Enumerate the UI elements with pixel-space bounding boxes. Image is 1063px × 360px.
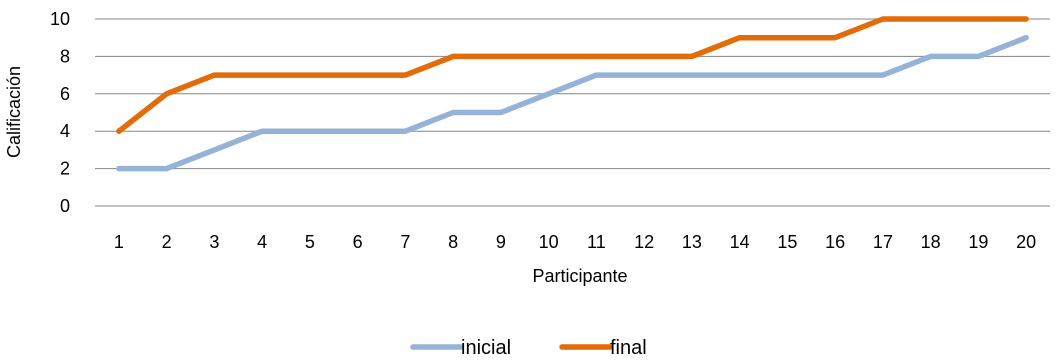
x-tick-label: 14 bbox=[730, 232, 750, 252]
series-line-inicial bbox=[116, 34, 1029, 172]
legend: inicial final bbox=[410, 337, 647, 359]
x-tick-label: 8 bbox=[448, 232, 458, 252]
x-tick-label: 20 bbox=[1016, 232, 1036, 252]
series-line-final bbox=[116, 16, 1029, 134]
x-tick-label: 19 bbox=[968, 232, 988, 252]
gridlines bbox=[95, 18, 1050, 207]
x-tick-label: 10 bbox=[539, 232, 559, 252]
y-axis-ticks: 0 2 4 6 8 10 bbox=[50, 9, 70, 216]
y-tick-label: 8 bbox=[60, 46, 70, 66]
x-tick-label: 6 bbox=[353, 232, 363, 252]
y-tick-label: 10 bbox=[50, 9, 70, 29]
x-tick-label: 11 bbox=[587, 232, 606, 252]
y-tick-label: 2 bbox=[60, 159, 70, 179]
x-tick-label: 18 bbox=[921, 232, 941, 252]
x-tick-label: 15 bbox=[777, 232, 797, 252]
x-tick-label: 17 bbox=[873, 232, 893, 252]
x-axis-title: Participante bbox=[532, 266, 627, 286]
x-tick-label: 13 bbox=[682, 232, 702, 252]
x-tick-label: 12 bbox=[634, 232, 654, 252]
x-tick-label: 16 bbox=[825, 232, 845, 252]
y-tick-label: 4 bbox=[60, 121, 70, 141]
x-tick-label: 3 bbox=[209, 232, 219, 252]
series-lines bbox=[116, 16, 1029, 172]
legend-label-final: final bbox=[610, 337, 647, 359]
x-tick-label: 1 bbox=[114, 232, 124, 252]
x-axis-ticks: 1 2 3 4 5 6 7 8 9 10 11 12 13 14 15 16 17 18 19 20 bbox=[114, 232, 1036, 252]
y-tick-label: 6 bbox=[60, 84, 70, 104]
y-axis-title: Calificación bbox=[4, 66, 24, 158]
x-tick-label: 7 bbox=[400, 232, 410, 252]
legend-label-inicial: inicial bbox=[461, 337, 511, 359]
x-tick-label: 2 bbox=[162, 232, 172, 252]
y-tick-label: 0 bbox=[60, 196, 70, 216]
x-tick-label: 4 bbox=[257, 232, 267, 252]
x-tick-label: 5 bbox=[305, 232, 315, 252]
x-tick-label: 9 bbox=[496, 232, 506, 252]
